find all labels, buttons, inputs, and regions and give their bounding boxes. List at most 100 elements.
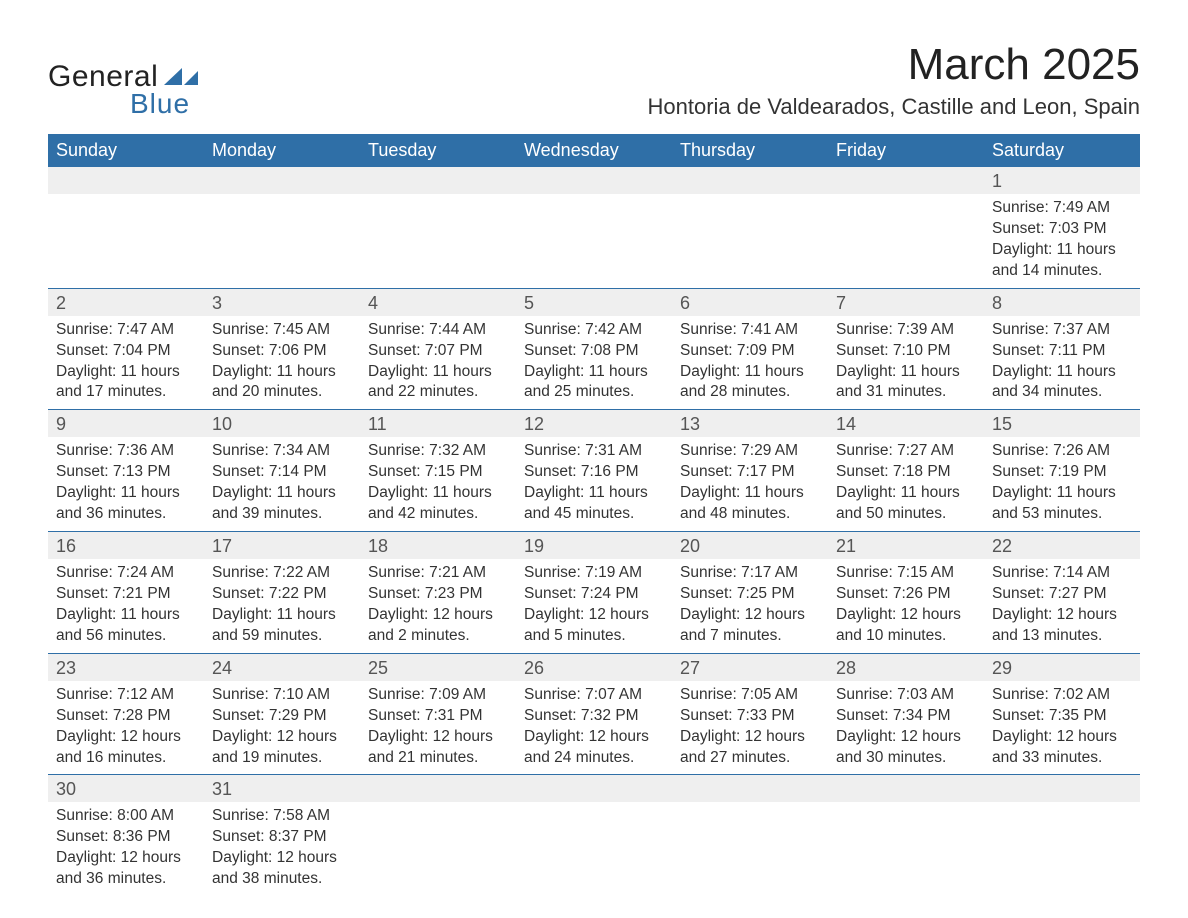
- sunrise-line: Sunrise: 7:27 AM: [836, 441, 978, 462]
- title-block: March 2025 Hontoria de Valdearados, Cast…: [648, 40, 1140, 120]
- day-cell: Sunrise: 7:12 AMSunset: 7:28 PMDaylight:…: [48, 681, 204, 775]
- daynum-row: 23242526272829: [48, 653, 1140, 681]
- sunrise-line: Sunrise: 7:09 AM: [368, 685, 510, 706]
- day-cell: Sunrise: 7:58 AMSunset: 8:37 PMDaylight:…: [204, 802, 360, 896]
- day-cell: Sunrise: 7:14 AMSunset: 7:27 PMDaylight:…: [984, 559, 1140, 653]
- day-cell: Sunrise: 7:05 AMSunset: 7:33 PMDaylight:…: [672, 681, 828, 775]
- blank-cell: [516, 167, 672, 194]
- day-cell: Sunrise: 7:47 AMSunset: 7:04 PMDaylight:…: [48, 316, 204, 410]
- daylight-line: Daylight: 12 hours and 13 minutes.: [992, 605, 1134, 647]
- day-number: 24: [204, 653, 360, 681]
- sunset-line: Sunset: 7:17 PM: [680, 462, 822, 483]
- sunset-line: Sunset: 7:26 PM: [836, 584, 978, 605]
- blank-cell: [828, 194, 984, 288]
- day-number: 1: [984, 167, 1140, 194]
- day-number: 16: [48, 532, 204, 560]
- sunset-line: Sunset: 7:25 PM: [680, 584, 822, 605]
- logo-mark-icon: [164, 65, 198, 90]
- blank-cell: [828, 802, 984, 896]
- blank-cell: [984, 775, 1140, 803]
- daynum-row: 16171819202122: [48, 532, 1140, 560]
- daydata-row: Sunrise: 7:47 AMSunset: 7:04 PMDaylight:…: [48, 316, 1140, 410]
- sunrise-line: Sunrise: 7:22 AM: [212, 563, 354, 584]
- day-cell: Sunrise: 7:17 AMSunset: 7:25 PMDaylight:…: [672, 559, 828, 653]
- sunset-line: Sunset: 7:33 PM: [680, 706, 822, 727]
- daylight-line: Daylight: 11 hours and 22 minutes.: [368, 362, 510, 404]
- daylight-line: Daylight: 11 hours and 14 minutes.: [992, 240, 1134, 282]
- daynum-row: 9101112131415: [48, 410, 1140, 438]
- daylight-line: Daylight: 12 hours and 5 minutes.: [524, 605, 666, 647]
- daylight-line: Daylight: 12 hours and 21 minutes.: [368, 727, 510, 769]
- day-cell: Sunrise: 7:29 AMSunset: 7:17 PMDaylight:…: [672, 437, 828, 531]
- month-title: March 2025: [648, 40, 1140, 90]
- weekday-header: Friday: [828, 134, 984, 167]
- day-cell: Sunrise: 7:10 AMSunset: 7:29 PMDaylight:…: [204, 681, 360, 775]
- blank-cell: [360, 194, 516, 288]
- daylight-line: Daylight: 11 hours and 59 minutes.: [212, 605, 354, 647]
- day-number: 23: [48, 653, 204, 681]
- sunrise-line: Sunrise: 7:31 AM: [524, 441, 666, 462]
- daylight-line: Daylight: 11 hours and 48 minutes.: [680, 483, 822, 525]
- daylight-line: Daylight: 11 hours and 45 minutes.: [524, 483, 666, 525]
- day-cell: Sunrise: 7:37 AMSunset: 7:11 PMDaylight:…: [984, 316, 1140, 410]
- sunrise-line: Sunrise: 7:49 AM: [992, 198, 1134, 219]
- day-number: 14: [828, 410, 984, 438]
- day-number: 15: [984, 410, 1140, 438]
- sunset-line: Sunset: 7:24 PM: [524, 584, 666, 605]
- sunset-line: Sunset: 7:21 PM: [56, 584, 198, 605]
- sunrise-line: Sunrise: 7:21 AM: [368, 563, 510, 584]
- sunset-line: Sunset: 7:11 PM: [992, 341, 1134, 362]
- weekday-header: Tuesday: [360, 134, 516, 167]
- sunrise-line: Sunrise: 7:42 AM: [524, 320, 666, 341]
- day-cell: Sunrise: 7:41 AMSunset: 7:09 PMDaylight:…: [672, 316, 828, 410]
- day-cell: Sunrise: 7:36 AMSunset: 7:13 PMDaylight:…: [48, 437, 204, 531]
- day-number: 10: [204, 410, 360, 438]
- sunrise-line: Sunrise: 7:15 AM: [836, 563, 978, 584]
- day-number: 27: [672, 653, 828, 681]
- sunrise-line: Sunrise: 7:32 AM: [368, 441, 510, 462]
- weekday-header: Monday: [204, 134, 360, 167]
- day-cell: Sunrise: 7:42 AMSunset: 7:08 PMDaylight:…: [516, 316, 672, 410]
- day-cell: Sunrise: 7:19 AMSunset: 7:24 PMDaylight:…: [516, 559, 672, 653]
- daylight-line: Daylight: 12 hours and 30 minutes.: [836, 727, 978, 769]
- blank-cell: [672, 167, 828, 194]
- day-number: 4: [360, 288, 516, 316]
- sunset-line: Sunset: 7:19 PM: [992, 462, 1134, 483]
- daylight-line: Daylight: 12 hours and 38 minutes.: [212, 848, 354, 890]
- blank-cell: [48, 167, 204, 194]
- sunrise-line: Sunrise: 7:19 AM: [524, 563, 666, 584]
- weekday-header-row: Sunday Monday Tuesday Wednesday Thursday…: [48, 134, 1140, 167]
- blank-cell: [828, 775, 984, 803]
- sunset-line: Sunset: 7:16 PM: [524, 462, 666, 483]
- day-number: 9: [48, 410, 204, 438]
- daylight-line: Daylight: 11 hours and 20 minutes.: [212, 362, 354, 404]
- day-cell: Sunrise: 7:39 AMSunset: 7:10 PMDaylight:…: [828, 316, 984, 410]
- sunset-line: Sunset: 7:29 PM: [212, 706, 354, 727]
- sunset-line: Sunset: 7:35 PM: [992, 706, 1134, 727]
- sunrise-line: Sunrise: 7:41 AM: [680, 320, 822, 341]
- day-number: 22: [984, 532, 1140, 560]
- blank-cell: [672, 194, 828, 288]
- daylight-line: Daylight: 12 hours and 27 minutes.: [680, 727, 822, 769]
- daylight-line: Daylight: 11 hours and 56 minutes.: [56, 605, 198, 647]
- weekday-header: Wednesday: [516, 134, 672, 167]
- weekday-header: Sunday: [48, 134, 204, 167]
- daydata-row: Sunrise: 7:12 AMSunset: 7:28 PMDaylight:…: [48, 681, 1140, 775]
- daydata-row: Sunrise: 8:00 AMSunset: 8:36 PMDaylight:…: [48, 802, 1140, 896]
- day-cell: Sunrise: 7:34 AMSunset: 7:14 PMDaylight:…: [204, 437, 360, 531]
- daylight-line: Daylight: 11 hours and 50 minutes.: [836, 483, 978, 525]
- sunset-line: Sunset: 8:37 PM: [212, 827, 354, 848]
- daylight-line: Daylight: 11 hours and 36 minutes.: [56, 483, 198, 525]
- sunset-line: Sunset: 7:03 PM: [992, 219, 1134, 240]
- day-number: 11: [360, 410, 516, 438]
- sunrise-line: Sunrise: 7:02 AM: [992, 685, 1134, 706]
- location: Hontoria de Valdearados, Castille and Le…: [648, 94, 1140, 120]
- blank-cell: [204, 194, 360, 288]
- sunset-line: Sunset: 7:13 PM: [56, 462, 198, 483]
- day-number: 31: [204, 775, 360, 803]
- day-cell: Sunrise: 7:45 AMSunset: 7:06 PMDaylight:…: [204, 316, 360, 410]
- day-cell: Sunrise: 8:00 AMSunset: 8:36 PMDaylight:…: [48, 802, 204, 896]
- sunrise-line: Sunrise: 7:05 AM: [680, 685, 822, 706]
- day-number: 19: [516, 532, 672, 560]
- daylight-line: Daylight: 11 hours and 42 minutes.: [368, 483, 510, 525]
